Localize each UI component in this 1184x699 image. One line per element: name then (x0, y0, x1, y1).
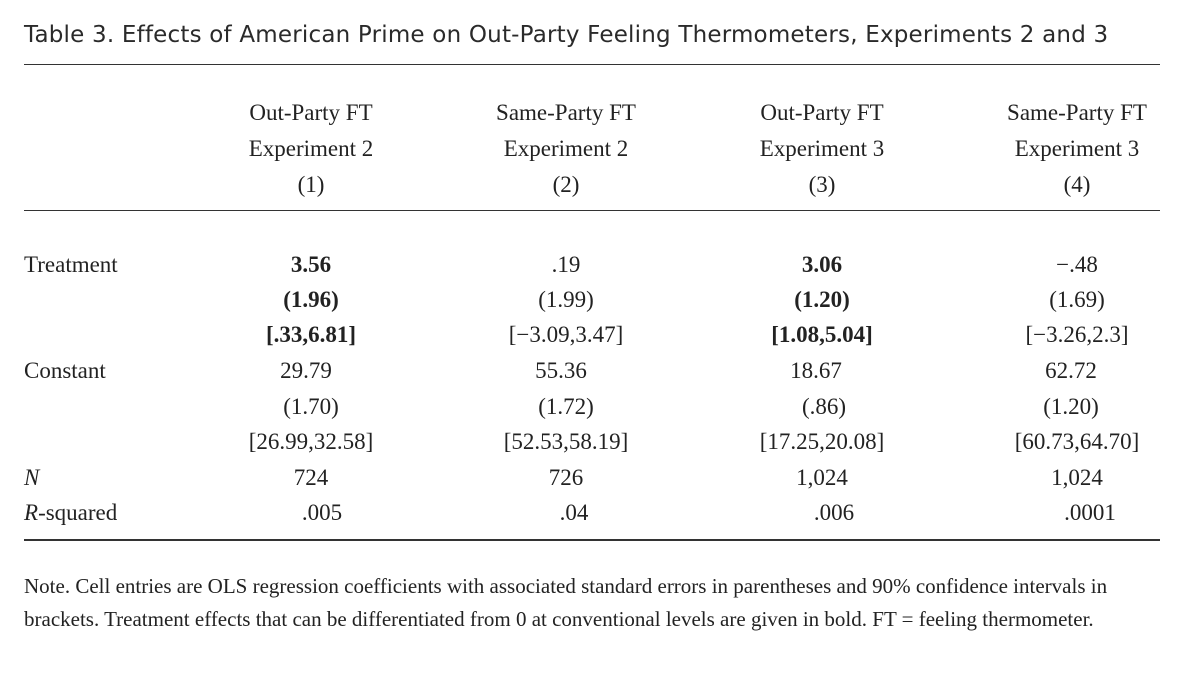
treatment-se-4: (1.69) (1049, 287, 1105, 312)
treatment-label: Treatment (24, 252, 118, 277)
col3-line1: Out-Party FT (760, 100, 884, 125)
col4-line1: Same-Party FT (1007, 100, 1147, 125)
col2-line1: Same-Party FT (496, 100, 636, 125)
constant-coef-1: 29.79 (280, 358, 332, 383)
rsquared-value-3: .006 (813, 500, 855, 525)
treatment-coef-3: 3.06 (801, 252, 843, 277)
constant-coef-4: 62.72 (1045, 358, 1097, 383)
col4-number: (4) (1063, 172, 1091, 197)
col3-number: (3) (808, 172, 836, 197)
col2-line2: Experiment 2 (503, 136, 629, 161)
table-title: Table 3. Effects of American Prime on Ou… (24, 22, 1109, 48)
rsquared-value-2: .04 (559, 500, 589, 525)
constant-se-4: (1.20) (1043, 394, 1099, 419)
constant-ci-1: [26.99,32.58] (248, 429, 374, 454)
col2-number: (2) (552, 172, 580, 197)
treatment-se-1: (1.96) (283, 287, 339, 312)
col3-line2: Experiment 3 (759, 136, 885, 161)
n-label: N (24, 465, 40, 490)
n-value-1: 724 (293, 465, 329, 490)
treatment-se-2: (1.99) (538, 287, 594, 312)
constant-ci-3: [17.25,20.08] (759, 429, 885, 454)
constant-ci-2: [52.53,58.19] (503, 429, 629, 454)
n-value-2: 726 (548, 465, 584, 490)
n-value-4: 1,024 (1051, 465, 1103, 490)
col4-line2: Experiment 3 (1014, 136, 1140, 161)
constant-se-2: (1.72) (538, 394, 594, 419)
col1-line1: Out-Party FT (249, 100, 373, 125)
rsquared-label-italic: R (24, 500, 39, 525)
constant-se-1: (1.70) (283, 394, 339, 419)
constant-ci-4: [60.73,64.70] (1014, 429, 1140, 454)
constant-coef-2: 55.36 (535, 358, 587, 383)
col1-line2: Experiment 2 (248, 136, 374, 161)
bottom-rule (24, 539, 1160, 541)
col1-number: (1) (297, 172, 325, 197)
rsquared-label: R-squared (24, 500, 117, 526)
rsquared-label-rest: -squared (38, 500, 118, 525)
header-rule (24, 210, 1160, 211)
treatment-coef-4: −.48 (1056, 252, 1098, 277)
treatment-se-3: (1.20) (794, 287, 850, 312)
treatment-coef-2: .19 (551, 252, 581, 277)
top-rule (24, 64, 1160, 65)
constant-label: Constant (24, 358, 106, 383)
rsquared-value-4: .0001 (1064, 500, 1116, 525)
constant-coef-3: 18.67 (790, 358, 842, 383)
treatment-ci-2: [−3.09,3.47] (508, 322, 624, 347)
treatment-ci-1: [.33,6.81] (265, 322, 357, 347)
table-note: Note. Cell entries are OLS regression co… (24, 574, 1108, 631)
treatment-ci-3: [1.08,5.04] (771, 322, 873, 347)
rsquared-value-1: .005 (301, 500, 343, 525)
treatment-ci-4: [−3.26,2.3] (1025, 322, 1129, 347)
constant-se-3: (.86) (801, 394, 847, 419)
n-value-3: 1,024 (796, 465, 848, 490)
treatment-coef-1: 3.56 (290, 252, 332, 277)
